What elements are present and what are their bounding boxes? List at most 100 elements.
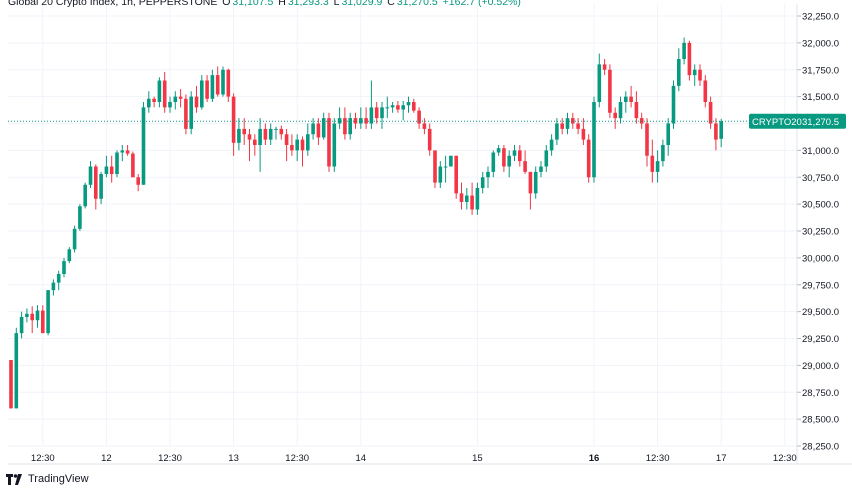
y-tick-label: 31,000.0 (802, 146, 839, 157)
tradingview-branding[interactable]: TradingView (6, 473, 89, 485)
candle-up (78, 204, 82, 231)
candle-body (703, 80, 708, 102)
candle-down (194, 85, 199, 113)
candle-body (602, 64, 607, 70)
candle-up (168, 96, 172, 113)
chart-legend: Global 20 Crypto Index, 1h, PEPPERSTONE … (8, 0, 523, 9)
candle-body (120, 150, 125, 153)
candle-down (650, 139, 655, 183)
y-tick-label: 31,500.0 (802, 92, 839, 103)
y-tick-label: 29,500.0 (802, 307, 839, 318)
candle-down (613, 107, 617, 129)
candle-down (205, 75, 209, 102)
candle-body (253, 139, 257, 145)
candle-up (56, 270, 61, 291)
candle-up (624, 91, 628, 113)
y-tick-label: 30,000.0 (802, 253, 839, 264)
candle-up (661, 139, 665, 167)
y-tick-label: 28,500.0 (802, 415, 839, 426)
close-value: 31,270.5 (396, 0, 438, 8)
candle-up (597, 53, 602, 108)
candle-body (533, 171, 538, 194)
candle-body (131, 153, 135, 178)
candle-up (337, 107, 342, 129)
candle-up (512, 145, 517, 162)
candle-down (279, 125, 284, 140)
candle-up (62, 257, 66, 278)
candle-down (560, 118, 564, 135)
candle-body (618, 102, 623, 119)
candle-up (666, 118, 670, 156)
candle-body (14, 333, 19, 409)
candle-body (613, 112, 617, 119)
candle-down (131, 151, 135, 178)
candle-body (268, 128, 273, 140)
candle-down (284, 128, 289, 162)
candle-up (443, 155, 448, 183)
candle-body (321, 118, 326, 138)
candle-body (231, 96, 236, 143)
price-tag: CRYPTO20 31,270.5 (749, 113, 846, 129)
candle-up (507, 150, 511, 178)
candle-up (544, 145, 549, 172)
candle-body (306, 134, 310, 151)
candle-body (629, 96, 633, 102)
candle-body (152, 98, 156, 102)
candle-body (41, 310, 45, 334)
candle-up (390, 102, 395, 113)
candle-body (30, 313, 34, 321)
candle-body (173, 96, 178, 102)
candle-body (364, 118, 368, 124)
candle-up (555, 118, 559, 145)
x-axis[interactable]: 12:30 12 12:30 13 12:30 14 15 16 12:30 17 12:30 (8, 453, 852, 465)
open-label: O (222, 0, 231, 8)
candle-body (141, 107, 146, 185)
candle-body (427, 128, 432, 151)
candle-body (237, 128, 241, 143)
candle-body (290, 145, 294, 151)
candle-body (295, 139, 299, 151)
candle-body (496, 148, 501, 153)
candle-body (25, 313, 29, 317)
candle-up (104, 155, 109, 178)
candle-up (671, 80, 676, 129)
candle-body (72, 228, 77, 250)
candle-body (634, 102, 639, 119)
symbol-title[interactable]: Global 20 Crypto Index, 1h, PEPPERSTONE (8, 0, 218, 8)
candle-body (650, 155, 655, 172)
candle-body (348, 118, 352, 135)
candle-body (581, 128, 586, 140)
candle-up (549, 134, 554, 156)
price-tag-background (749, 113, 846, 129)
candle-up (533, 166, 538, 199)
x-tick-label: 12:30 (773, 453, 797, 464)
candle-down (253, 134, 257, 156)
candle-up (348, 112, 352, 140)
candle-body (311, 123, 315, 135)
candle-up (99, 171, 103, 205)
candle-down (396, 100, 400, 113)
candle-body (576, 123, 580, 129)
candle-body (178, 96, 183, 99)
candle-up (200, 75, 204, 110)
candle-body (549, 139, 554, 151)
candle-down (94, 164, 98, 210)
candle-body (698, 69, 702, 81)
candle-down (502, 145, 506, 172)
candle-body (88, 166, 93, 185)
y-axis[interactable]: 32,250.032,000.031,750.031,500.031,250.0… (796, 4, 839, 464)
candle-body (671, 85, 676, 124)
x-tick-label: 12 (101, 453, 112, 464)
candle-body (544, 150, 549, 167)
candle-up (359, 107, 363, 129)
x-tick-label: 13 (228, 453, 239, 464)
candle-down (417, 107, 421, 129)
candle-up (67, 247, 72, 264)
candle-down (698, 64, 702, 86)
candle-body (528, 171, 533, 194)
tradingview-logo-icon (6, 473, 22, 485)
candle-down (634, 91, 639, 124)
candle-body (205, 80, 209, 99)
